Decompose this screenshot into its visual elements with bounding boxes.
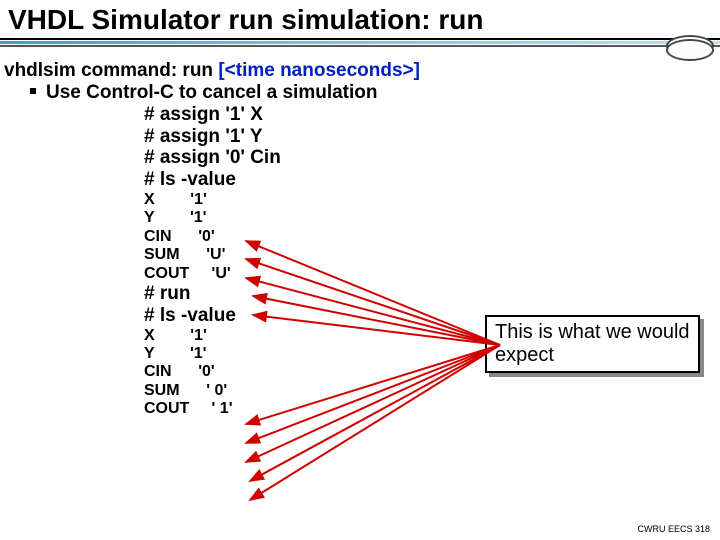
shell-command: # assign '0' Cin (144, 147, 708, 169)
command-text: vhdlsim command: run (4, 60, 218, 81)
signal-row: SUM ' 0' (144, 382, 708, 400)
shell-command: # assign '1' X (144, 104, 708, 126)
command-arg: [<time nanoseconds>] (218, 60, 420, 81)
footer-text: CWRU EECS 318 (637, 524, 710, 534)
command-line: vhdlsim command: run [<time nanoseconds>… (4, 60, 708, 82)
bullet-text: Use Control-C to cancel a simulation (46, 82, 378, 103)
shell-command: # assign '1' Y (144, 126, 708, 148)
shell-command: # run (144, 283, 708, 305)
callout-box: This is what we would expect (485, 315, 700, 373)
bullet-line: Use Control-C to cancel a simulation (4, 82, 708, 104)
title-underline (0, 38, 720, 50)
bullet-icon (30, 88, 36, 94)
signal-row: X '1' (144, 191, 708, 209)
slide-logo-icon (666, 35, 710, 59)
signal-row: COUT ' 1' (144, 400, 708, 418)
signal-row: COUT 'U' (144, 265, 708, 283)
signal-row: CIN '0' (144, 228, 708, 246)
shell-command: # ls -value (144, 169, 708, 191)
slide-title: VHDL Simulator run simulation: run (0, 0, 720, 38)
signal-row: Y '1' (144, 209, 708, 227)
signal-row: SUM 'U' (144, 246, 708, 264)
